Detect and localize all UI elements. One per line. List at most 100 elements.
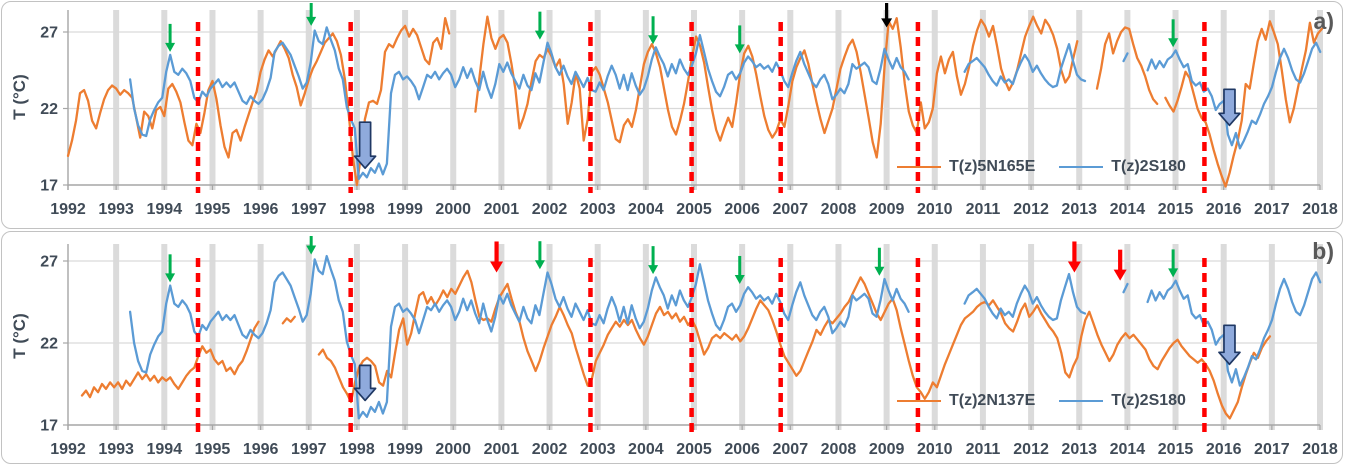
season-bar: [450, 10, 457, 190]
x-tick-label: 2000: [435, 441, 471, 458]
season-bar: [1172, 244, 1179, 430]
legend-label: T(z)5N165E: [949, 158, 1036, 175]
season-bar: [161, 244, 168, 430]
y-axis-title-text: T (°C): [10, 313, 29, 359]
y-tick-label: 22: [40, 101, 58, 118]
y-axis-title-text: T (°C): [10, 74, 29, 120]
red-down-arrow: [1113, 249, 1127, 281]
green-down-arrow: [165, 254, 176, 283]
season-bar: [353, 10, 360, 190]
chart-frame-panel-a: [1, 1, 1343, 229]
legend-label: T(z)2S180: [1111, 392, 1186, 409]
legend-line-swatch-blue: [1059, 400, 1104, 402]
season-bar: [979, 10, 986, 190]
x-tick-label: 2011: [966, 441, 1001, 458]
series-line: [474, 15, 1079, 159]
axes: [63, 244, 1321, 430]
series-T(z)2N137E: [80, 269, 1272, 420]
season-bar: [1124, 10, 1131, 190]
series-line: [963, 272, 1087, 322]
season-bar: [1076, 244, 1083, 430]
x-tick-label: 1994: [147, 201, 183, 218]
legend-line-swatch-blue: [1059, 166, 1104, 168]
series-line: [1146, 271, 1322, 387]
x-tick-label: 1999: [387, 201, 423, 218]
x-tick-label: 2008: [821, 201, 857, 218]
legend-item-blue[interactable]: T(z)2S180: [1059, 158, 1186, 176]
x-tick-label: 1997: [291, 441, 327, 458]
season-bar: [642, 244, 649, 430]
blue-block-down-arrow: [1218, 324, 1241, 366]
green-down-arrow: [874, 247, 885, 276]
y-tick-label: 27: [40, 25, 58, 42]
x-tick-label: 2016: [1206, 201, 1242, 218]
x-tick-label: 1999: [387, 441, 423, 458]
blue-block-down-arrow: [353, 364, 377, 402]
season-bar: [1076, 10, 1083, 190]
season-bar: [161, 10, 168, 190]
x-tick-label: 1992: [50, 441, 86, 458]
x-tick-label: 1997: [291, 201, 327, 218]
x-tick-label: 2003: [580, 201, 616, 218]
x-tick-label: 1998: [339, 441, 375, 458]
tick-labels: 1992 1993 1994 1995 1996 1997 1998 1999 2000 2001…: [40, 254, 1338, 459]
green-down-arrow: [648, 246, 659, 275]
axes: [63, 10, 1321, 190]
x-tick-label: 1998: [339, 201, 375, 218]
x-tick-label: 1992: [50, 201, 86, 218]
panel-label-a: a): [1313, 8, 1334, 34]
green-down-arrow: [534, 11, 545, 40]
season-bar: [1172, 10, 1179, 190]
x-tick-label: 2002: [532, 201, 568, 218]
x-tick-label: 2009: [869, 441, 905, 458]
season-bar: [931, 244, 938, 430]
series-line: [963, 43, 1087, 89]
series-line: [281, 315, 296, 325]
series-line: [1122, 52, 1129, 63]
x-tick-label: 2003: [580, 441, 616, 458]
season-bar: [739, 10, 746, 190]
season-bar: [113, 10, 120, 190]
season-bar: [594, 244, 601, 430]
season-bar: [1028, 244, 1035, 430]
legend-item-blue[interactable]: T(z)2S180: [1059, 392, 1186, 410]
season-bar: [883, 10, 890, 190]
x-tick-label: 2018: [1302, 201, 1338, 218]
green-down-arrow: [534, 241, 545, 270]
legend-line-swatch-orange: [897, 166, 941, 168]
series-line: [128, 254, 910, 420]
season-bar: [402, 10, 409, 190]
green-down-arrow: [1168, 19, 1179, 48]
x-tick-label: 2013: [1061, 201, 1097, 218]
series-line: [1095, 26, 1159, 106]
x-tick-label: 2015: [1158, 441, 1194, 458]
x-tick-label: 1993: [98, 201, 134, 218]
x-tick-label: 1996: [243, 201, 279, 218]
legend-item-orange[interactable]: T(z)2N137E: [897, 392, 1035, 410]
legend-line-swatch-orange: [897, 400, 941, 402]
legend-item-orange[interactable]: T(z)5N165E: [897, 158, 1035, 176]
y-axis-title-panel-a: T (°C): [10, 37, 30, 157]
green-down-arrow: [1168, 249, 1179, 278]
season-bar: [1268, 244, 1275, 430]
red-down-arrow: [490, 241, 504, 273]
x-tick-label: 2014: [1110, 201, 1146, 218]
season-bar: [883, 244, 890, 430]
tick-labels: 1992 1993 1994 1995 1996 1997 1998 1999 2000 2001…: [40, 25, 1338, 219]
season-bar: [642, 10, 649, 190]
blue-block-down-arrow: [353, 121, 377, 170]
season-bar: [498, 244, 505, 430]
x-tick-label: 2015: [1158, 201, 1194, 218]
legend-panel-a: T(z)5N165E T(z)2S180: [897, 157, 1186, 177]
season-bar: [209, 244, 216, 430]
x-tick-label: 2010: [917, 441, 953, 458]
y-tick-label: 22: [40, 336, 58, 353]
season-bar: [353, 244, 360, 430]
season-bar: [305, 244, 312, 430]
season-bar: [113, 244, 120, 430]
x-tick-label: 2005: [676, 201, 712, 218]
series-line: [80, 320, 260, 399]
season-bar: [305, 10, 312, 190]
series-line: [317, 269, 1272, 420]
